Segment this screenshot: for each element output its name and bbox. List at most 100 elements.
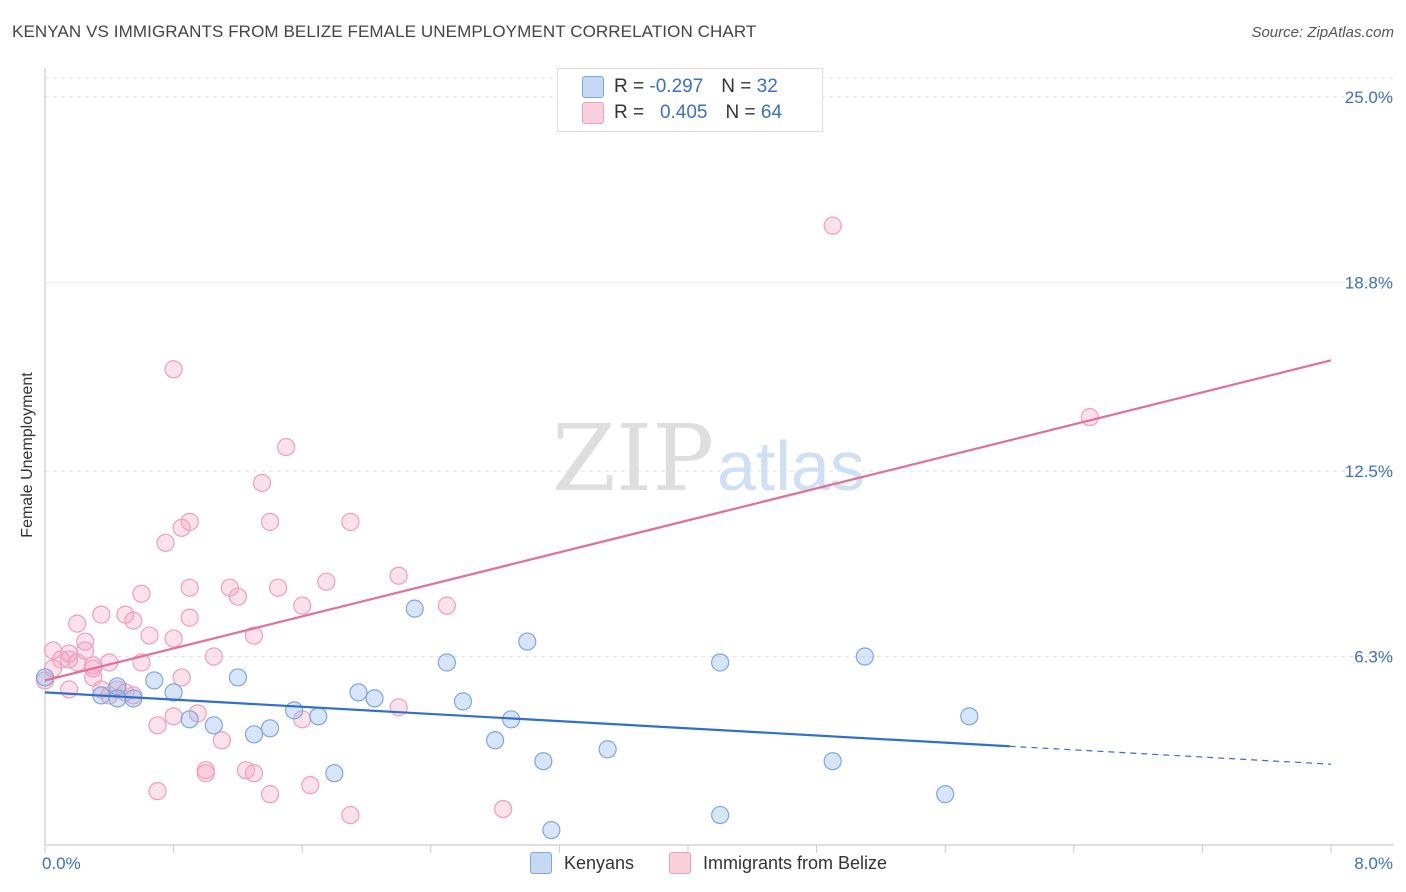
- belize-point: [68, 614, 87, 633]
- kenyan-point: [936, 785, 955, 804]
- kenyan-point: [960, 707, 979, 726]
- belize-point: [76, 632, 95, 651]
- belize-point: [196, 764, 215, 783]
- belize-legend-label: Immigrants from Belize: [703, 852, 888, 873]
- x-tick-label: 0.0%: [42, 854, 81, 873]
- belize-point: [60, 680, 79, 699]
- belize-point: [260, 512, 280, 531]
- kenyan-point: [228, 668, 247, 687]
- kenyan-point: [108, 689, 127, 708]
- n-label: N =: [721, 76, 752, 97]
- belize-trend-line: [44, 359, 1332, 682]
- kenyans-legend-label: Kenyans: [564, 852, 635, 873]
- watermark-atlas: atlas: [717, 427, 865, 505]
- belize-point: [494, 799, 513, 819]
- kenyan-point: [285, 701, 304, 720]
- r-value: -0.297: [649, 76, 704, 97]
- belize-point: [1080, 408, 1099, 427]
- stats-row-kenyans: R = -0.297 N = 32: [582, 75, 778, 99]
- stats-legend: R = -0.297 N = 32 R = 0.405 N = 64: [557, 68, 823, 132]
- belize-point: [68, 653, 87, 672]
- belize-point: [277, 437, 296, 457]
- kenyan-point: [542, 820, 561, 840]
- kenyans-trend-line: [44, 691, 1010, 748]
- belize-swatch: [582, 102, 604, 124]
- belize-point: [180, 512, 199, 531]
- belize-point: [244, 626, 264, 645]
- kenyans-legend-swatch: [530, 852, 552, 874]
- belize-point: [132, 584, 151, 603]
- legend-item-kenyans[interactable]: Kenyans: [530, 852, 634, 874]
- kenyan-point: [855, 647, 874, 666]
- legend-item-belize[interactable]: Immigrants from Belize: [669, 852, 887, 874]
- kenyan-point: [180, 710, 199, 729]
- belize-point: [317, 572, 336, 591]
- y-tick-label: 18.8%: [1345, 274, 1393, 293]
- kenyan-point: [534, 752, 553, 771]
- kenyan-point: [453, 692, 473, 711]
- watermark-zip: ZIP: [552, 405, 714, 512]
- kenyan-point: [35, 668, 55, 687]
- kenyan-point: [518, 632, 537, 651]
- belize-point: [268, 578, 288, 597]
- kenyan-point: [711, 653, 730, 672]
- stats-row-belize: R = 0.405 N = 64: [582, 101, 782, 125]
- belize-point: [301, 776, 320, 795]
- belize-point: [341, 805, 360, 825]
- kenyans-trend-dashed: [1009, 745, 1332, 765]
- belize-points: [35, 216, 1099, 825]
- belize-legend-swatch: [669, 852, 691, 874]
- belize-point: [252, 473, 272, 493]
- n-value: 32: [756, 76, 778, 97]
- n-value: 64: [760, 102, 783, 123]
- r-label: R =: [614, 76, 645, 97]
- belize-point: [180, 578, 199, 597]
- belize-point: [92, 605, 111, 624]
- kenyan-point: [145, 671, 164, 690]
- belize-point: [180, 608, 199, 627]
- axes: [44, 68, 1394, 853]
- grid-lines: [45, 77, 1394, 658]
- kenyan-points: [35, 599, 979, 840]
- belize-point: [293, 596, 312, 615]
- source-label: Source: ZipAtlas.com: [1251, 24, 1394, 41]
- kenyan-point: [204, 716, 223, 735]
- belize-point: [389, 566, 408, 585]
- belize-point: [148, 716, 167, 735]
- watermark: ZIP atlas: [552, 405, 865, 512]
- belize-point: [204, 647, 223, 666]
- belize-point: [84, 656, 103, 675]
- kenyan-point: [405, 599, 424, 618]
- belize-point: [140, 626, 159, 645]
- belize-point: [823, 216, 842, 235]
- chart-title: KENYAN VS IMMIGRANTS FROM BELIZE FEMALE …: [12, 22, 757, 41]
- r-label: R =: [614, 102, 645, 123]
- belize-point: [164, 629, 183, 648]
- tick-labels: 6.3% 12.5% 18.8% 25.0% 0.0% 8.0%: [42, 88, 1393, 873]
- belize-point: [164, 360, 183, 379]
- kenyan-point: [437, 653, 456, 672]
- belize-point: [341, 512, 360, 531]
- kenyan-point: [823, 752, 842, 771]
- belize-point: [244, 764, 264, 783]
- belize-point: [148, 782, 167, 801]
- trend-lines: [44, 359, 1332, 765]
- series-legend: Kenyans Immigrants from Belize: [0, 852, 1406, 876]
- x-tick-label: 8.0%: [1354, 854, 1393, 873]
- kenyan-point: [711, 805, 730, 825]
- r-value: 0.405: [659, 102, 708, 123]
- kenyan-point: [325, 764, 344, 783]
- belize-point: [156, 533, 175, 552]
- belize-point: [228, 587, 247, 606]
- kenyan-point: [309, 707, 328, 726]
- kenyan-point: [260, 719, 280, 738]
- kenyan-point: [486, 731, 505, 750]
- kenyan-point: [598, 740, 617, 759]
- y-tick-label: 6.3%: [1354, 648, 1393, 667]
- belize-point: [124, 611, 143, 630]
- kenyans-swatch: [582, 76, 604, 98]
- belize-point: [260, 785, 280, 804]
- y-tick-label: 25.0%: [1345, 88, 1393, 107]
- kenyan-point: [365, 689, 384, 708]
